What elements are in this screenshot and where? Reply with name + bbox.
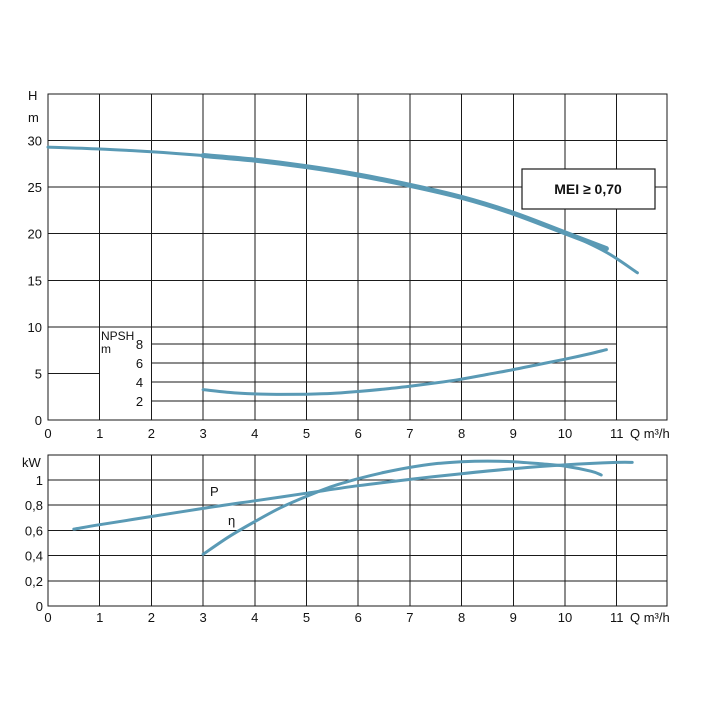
efficiency-curve bbox=[201, 459, 603, 556]
power-curve bbox=[72, 460, 634, 531]
head-x-tick-label: 0 bbox=[44, 426, 51, 441]
power-y-axis-label: kW bbox=[22, 455, 42, 470]
power-x-tick-label: 8 bbox=[458, 610, 465, 625]
head-x-tick-label: 10 bbox=[558, 426, 572, 441]
head-chart-frame bbox=[47, 93, 668, 421]
head-curve-mei-range bbox=[200, 153, 609, 252]
head-x-tick-label: 8 bbox=[458, 426, 465, 441]
head-x-tick-label: 9 bbox=[510, 426, 517, 441]
chart-labels: H m Q m³/h NPSH m kW Q m³/h P η bbox=[22, 88, 670, 625]
head-x-axis-label: Q m³/h bbox=[630, 426, 670, 441]
power-x-tick-label: 9 bbox=[510, 610, 517, 625]
npsh-y-tick-label: 6 bbox=[136, 356, 143, 371]
power-x-tick-label: 7 bbox=[406, 610, 413, 625]
head-y-tick-label: 10 bbox=[28, 320, 42, 335]
head-y-unit-h: H bbox=[28, 88, 37, 103]
head-x-tick-label: 4 bbox=[251, 426, 258, 441]
npsh-curves bbox=[201, 348, 608, 396]
power-y-tick-label: 1 bbox=[36, 473, 43, 488]
power-x-tick-label: 1 bbox=[96, 610, 103, 625]
power-x-tick-label: 0 bbox=[44, 610, 51, 625]
npsh-y-tick-label: 8 bbox=[136, 337, 143, 352]
head-y-tick-label: 15 bbox=[28, 273, 42, 288]
power-series-label: P bbox=[210, 484, 219, 499]
npsh-chart-grid: 2 4 6 8 bbox=[136, 326, 618, 420]
power-x-tick-label: 10 bbox=[558, 610, 572, 625]
head-y-tick-label: 20 bbox=[28, 227, 42, 242]
power-x-tick-label: 4 bbox=[251, 610, 258, 625]
power-x-tick-label: 3 bbox=[199, 610, 206, 625]
power-curves bbox=[72, 459, 634, 556]
head-y-tick-label: 30 bbox=[28, 134, 42, 149]
efficiency-series-label: η bbox=[228, 513, 235, 528]
head-x-tick-label: 2 bbox=[148, 426, 155, 441]
npsh-y-tick-label: 2 bbox=[136, 394, 143, 409]
head-x-tick-label: 3 bbox=[199, 426, 206, 441]
head-y-tick-label: 5 bbox=[35, 366, 42, 381]
head-curve bbox=[46, 145, 639, 275]
mei-badge-text: MEI ≥ 0,70 bbox=[554, 181, 622, 197]
npsh-y-tick-label: 4 bbox=[136, 375, 143, 390]
power-y-tick-label: 0,6 bbox=[25, 523, 43, 538]
power-y-tick-label: 0,8 bbox=[25, 498, 43, 513]
head-y-tick-label: 0 bbox=[35, 413, 42, 428]
power-y-tick-label: 0,4 bbox=[25, 549, 43, 564]
head-curves bbox=[46, 145, 639, 275]
head-x-tick-label: 6 bbox=[355, 426, 362, 441]
head-x-tick-label: 7 bbox=[406, 426, 413, 441]
npsh-curve bbox=[201, 348, 608, 396]
npsh-y-unit-label: NPSH bbox=[101, 329, 134, 343]
power-x-axis-label: Q m³/h bbox=[630, 610, 670, 625]
head-x-tick-label: 5 bbox=[303, 426, 310, 441]
head-chart-grid: 0 5 10 15 20 25 30 0 1 2 3 4 5 6 7 8 9 10 11 bbox=[28, 93, 668, 441]
power-x-tick-label: 2 bbox=[148, 610, 155, 625]
power-x-tick-label: 5 bbox=[303, 610, 310, 625]
power-x-tick-label: 11 bbox=[610, 610, 624, 625]
power-y-tick-label: 0,2 bbox=[25, 574, 43, 589]
head-x-tick-label: 11 bbox=[610, 426, 624, 441]
npsh-y-unit-m: m bbox=[101, 342, 111, 356]
power-x-tick-label: 6 bbox=[355, 610, 362, 625]
head-y-tick-label: 25 bbox=[28, 180, 42, 195]
head-y-unit-m: m bbox=[28, 110, 39, 125]
mei-badge: MEI ≥ 0,70 bbox=[521, 168, 656, 210]
head-x-tick-label: 1 bbox=[96, 426, 103, 441]
power-chart-grid: 00,20,40,60,810 1 2 3 4 5 6 7 8 9 10 11 bbox=[25, 454, 668, 625]
power-y-tick-label: 0 bbox=[36, 599, 43, 614]
